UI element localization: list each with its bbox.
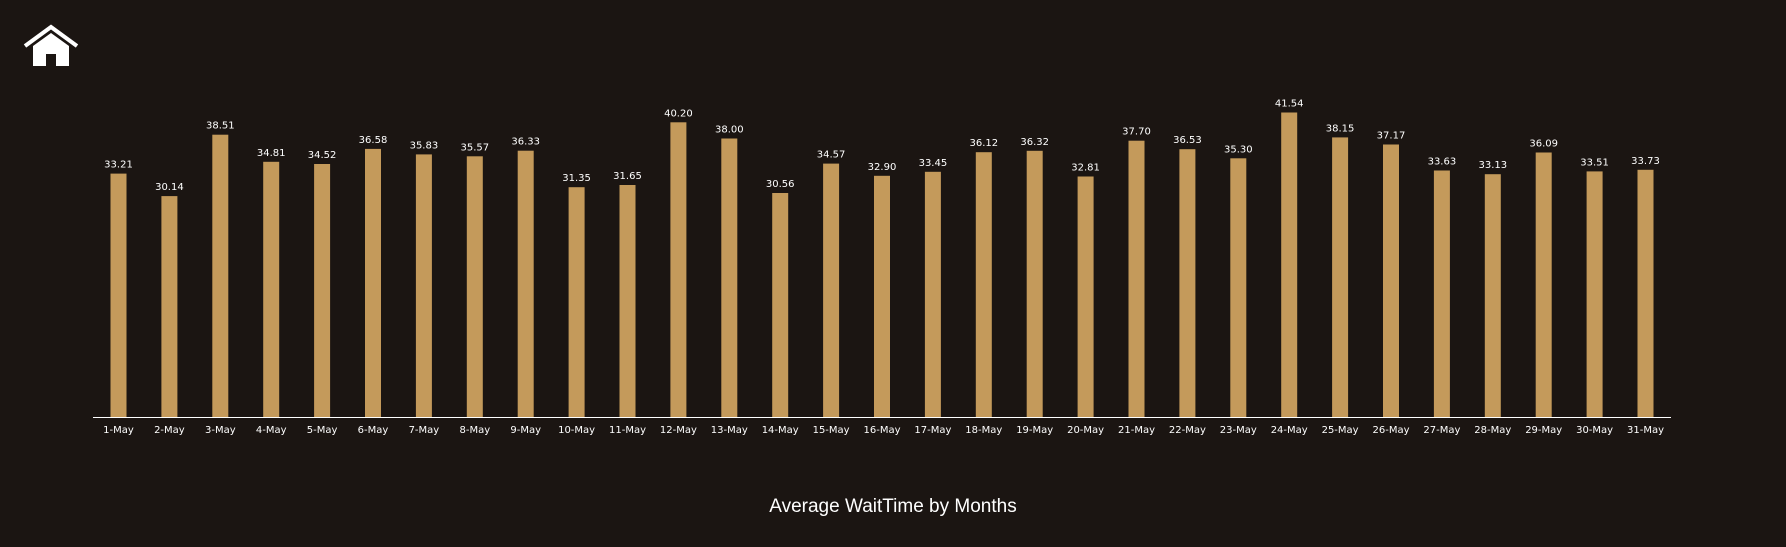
- x-tick-label: 22-May: [1169, 425, 1206, 436]
- bar-chart: 33.21 1-May 30.14 2-May 38.51 3-May 34.81 4-May…: [93, 99, 1671, 436]
- data-label: 31.35: [562, 173, 591, 184]
- x-tick-label: 11-May: [609, 425, 646, 436]
- x-tick-label: 6-May: [358, 425, 389, 436]
- bar-21-May: [1128, 140, 1145, 417]
- data-label: 33.63: [1428, 157, 1457, 168]
- data-label: 30.14: [155, 182, 184, 193]
- x-tick-label: 1-May: [103, 425, 134, 436]
- bar-24-May: [1281, 112, 1298, 417]
- x-tick-label: 31-May: [1627, 425, 1664, 436]
- bar-12-May: [670, 122, 687, 418]
- bar-14-May: [772, 193, 789, 417]
- data-label: 37.70: [1122, 127, 1151, 138]
- data-label: 33.21: [104, 160, 133, 171]
- home-icon: [23, 24, 79, 66]
- data-label: 35.57: [460, 142, 489, 153]
- data-label: 36.53: [1173, 135, 1202, 146]
- data-label: 30.56: [766, 179, 795, 190]
- data-label: 36.09: [1529, 139, 1558, 150]
- data-label: 33.45: [919, 158, 948, 169]
- bar-3-May: [212, 134, 229, 417]
- data-label: 34.57: [817, 150, 846, 161]
- bar-1-May: [110, 173, 127, 417]
- bar-23-May: [1230, 158, 1247, 418]
- x-tick-label: 3-May: [205, 425, 236, 436]
- x-tick-label: 26-May: [1372, 425, 1409, 436]
- bar-16-May: [874, 175, 890, 417]
- bar-2-May: [161, 196, 178, 417]
- bar-28-May: [1484, 174, 1501, 417]
- bar-5-May: [314, 164, 331, 417]
- x-tick-label: 17-May: [914, 425, 951, 436]
- data-label: 36.58: [359, 135, 388, 146]
- x-tick-label: 2-May: [154, 425, 185, 436]
- x-tick-label: 4-May: [256, 425, 287, 436]
- data-label: 38.51: [206, 121, 235, 132]
- bar-6-May: [365, 148, 381, 417]
- data-label: 40.20: [664, 108, 693, 119]
- data-label: 32.81: [1071, 163, 1100, 174]
- bar-19-May: [1026, 150, 1043, 418]
- data-label: 37.17: [1377, 131, 1406, 142]
- bar-8-May: [466, 156, 483, 418]
- bar-7-May: [415, 154, 432, 417]
- bar-26-May: [1383, 144, 1399, 417]
- data-label: 34.52: [308, 150, 337, 161]
- data-label: 38.15: [1326, 123, 1355, 134]
- x-tick-label: 28-May: [1474, 425, 1511, 436]
- bar-17-May: [924, 171, 941, 417]
- x-tick-label: 23-May: [1220, 425, 1257, 436]
- bar-11-May: [619, 185, 636, 417]
- x-tick-label: 8-May: [459, 425, 490, 436]
- bar-18-May: [975, 152, 992, 417]
- bar-30-May: [1586, 171, 1603, 417]
- x-tick-label: 10-May: [558, 425, 595, 436]
- data-label: 36.33: [511, 137, 540, 148]
- data-label: 36.12: [969, 138, 998, 149]
- data-label: 33.73: [1631, 156, 1660, 167]
- data-label: 35.30: [1224, 144, 1253, 155]
- bar-31-May: [1637, 169, 1654, 417]
- bar-20-May: [1077, 176, 1094, 417]
- x-tick-label: 12-May: [660, 425, 697, 436]
- x-tick-label: 19-May: [1016, 425, 1053, 436]
- data-label: 41.54: [1275, 99, 1304, 110]
- x-tick-label: 25-May: [1322, 425, 1359, 436]
- data-label: 33.13: [1478, 160, 1507, 171]
- data-label: 34.81: [257, 148, 286, 159]
- x-tick-label: 20-May: [1067, 425, 1104, 436]
- bar-10-May: [568, 187, 585, 417]
- x-tick-label: 30-May: [1576, 425, 1613, 436]
- x-tick-label: 15-May: [813, 425, 850, 436]
- x-tick-label: 13-May: [711, 425, 748, 436]
- bar-15-May: [823, 163, 840, 417]
- data-label: 38.00: [715, 125, 744, 136]
- x-tick-label: 24-May: [1271, 425, 1308, 436]
- chart-title: Average WaitTime by Months: [769, 496, 1017, 517]
- x-tick-label: 14-May: [762, 425, 799, 436]
- bar-13-May: [721, 138, 738, 417]
- x-tick-label: 18-May: [965, 425, 1002, 436]
- data-label: 31.65: [613, 171, 642, 182]
- bar-25-May: [1332, 137, 1349, 417]
- data-label: 33.51: [1580, 157, 1609, 168]
- bar-27-May: [1433, 170, 1450, 417]
- bar-9-May: [517, 150, 534, 417]
- x-tick-label: 27-May: [1423, 425, 1460, 436]
- data-label: 36.32: [1020, 137, 1049, 148]
- x-tick-label: 21-May: [1118, 425, 1155, 436]
- x-tick-label: 16-May: [863, 425, 900, 436]
- x-tick-label: 29-May: [1525, 425, 1562, 436]
- data-label: 35.83: [410, 140, 439, 151]
- bar-29-May: [1535, 152, 1552, 417]
- x-tick-label: 9-May: [510, 425, 541, 436]
- data-label: 32.90: [868, 162, 897, 173]
- x-tick-label: 7-May: [409, 425, 440, 436]
- bar-4-May: [263, 161, 280, 417]
- home-button[interactable]: [22, 24, 80, 68]
- x-tick-label: 5-May: [307, 425, 338, 436]
- bar-22-May: [1179, 149, 1196, 417]
